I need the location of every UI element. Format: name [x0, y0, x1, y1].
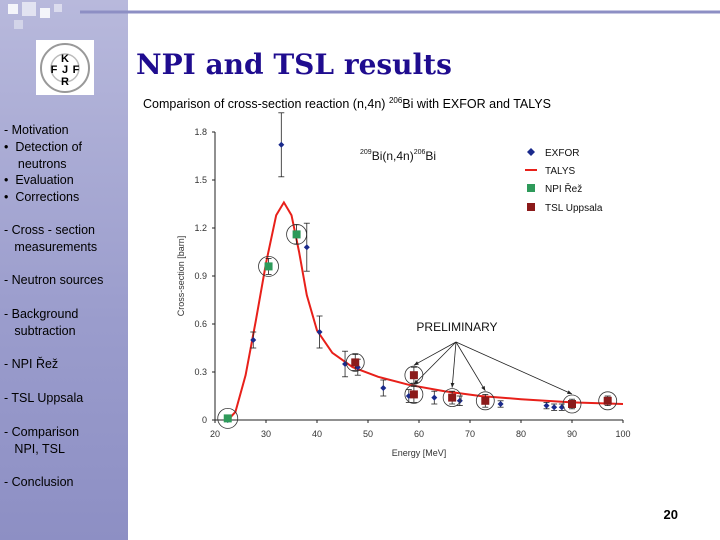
x-tick-label: 80 [516, 429, 526, 439]
legend-marker-exfor [527, 148, 535, 156]
tsl-highlight-circle [475, 391, 495, 411]
npi-highlight-circle [286, 223, 308, 245]
sidebar-item-tsl[interactable]: - TSL Uppsala [4, 391, 84, 405]
x-tick-label: 50 [363, 429, 373, 439]
exfor-point [543, 402, 550, 409]
subtitle-prefix: Comparison of cross-section reaction (n,… [143, 97, 389, 112]
slide-subtitle: Comparison of cross-section reaction (n,… [143, 96, 551, 111]
y-tick-label: 1.5 [194, 175, 207, 185]
kjf-logo: K F J F R [36, 40, 94, 95]
legend-label: TALYS [545, 166, 576, 177]
page-number: 20 [663, 507, 678, 522]
sidebar-item-conclusion[interactable]: - Conclusion [4, 475, 74, 489]
tsl-point [481, 396, 490, 405]
y-tick-label: 0 [202, 415, 207, 425]
tsl-point [448, 393, 457, 402]
preliminary-arrowhead [450, 382, 455, 388]
header-rule [80, 10, 720, 14]
reaction-label-base2: Bi [425, 149, 436, 163]
tsl-point [409, 371, 418, 380]
x-tick-label: 70 [465, 429, 475, 439]
preliminary-arrow [413, 341, 457, 366]
y-tick-label: 0.3 [194, 367, 207, 377]
slide-title: NPI and TSL results [136, 48, 452, 81]
sidebar-item-evaluation[interactable]: • Evaluation [4, 173, 74, 187]
logo-letter-2: F [51, 64, 58, 76]
exfor-point [497, 401, 504, 407]
y-axis-label: Cross-section [barn] [176, 236, 186, 317]
logo-letter-1: K [61, 53, 69, 65]
subtitle-superscript: 206 [388, 96, 403, 105]
preliminary-annotation: PRELIMINARY [416, 320, 497, 334]
reaction-label-sup2: 206 [414, 149, 426, 156]
sidebar-item-npi[interactable]: - NPI Řež [4, 357, 59, 371]
x-axis-label: Energy [MeV] [392, 448, 447, 458]
exfor-point [303, 244, 310, 251]
preliminary-arrow [451, 341, 457, 388]
tsl-highlight-circle [562, 394, 582, 414]
tsl-highlight-circle [442, 388, 462, 408]
reaction-label-sup1: 209 [360, 149, 372, 156]
preliminary-arrowhead [481, 385, 486, 391]
tsl-highlight-circle [404, 384, 424, 404]
sidebar-item-corrections[interactable]: • Corrections [4, 190, 80, 204]
exfor-point [250, 337, 257, 343]
npi-point [264, 262, 273, 271]
legend-label: TSL Uppsala [545, 203, 603, 214]
legend-marker-npi [527, 184, 535, 192]
npi-point [292, 230, 301, 239]
y-tick-label: 0.6 [194, 319, 207, 329]
npi-point [223, 414, 232, 423]
x-tick-label: 60 [414, 429, 424, 439]
logo-letter-4: F [73, 64, 80, 76]
sidebar-item-motivation[interactable]: - Motivation [4, 123, 69, 137]
y-tick-label: 0.9 [194, 271, 207, 281]
npi-highlight-circle [217, 407, 239, 429]
exfor-point [551, 404, 558, 411]
x-tick-label: 100 [615, 429, 630, 439]
sidebar-item-cross-section[interactable]: - Cross - section measurements [4, 223, 98, 254]
preliminary-arrow [455, 341, 573, 395]
sidebar-item-neutron-sources[interactable]: - Neutron sources [4, 273, 104, 287]
logo-letter-3: J [62, 64, 68, 76]
sidebar-item-background[interactable]: - Background subtraction [4, 307, 79, 338]
x-tick-label: 40 [312, 429, 322, 439]
reaction-label-base1: Bi(n,4n) [372, 149, 414, 163]
tsl-highlight-circle [345, 352, 365, 372]
exfor-point [431, 394, 438, 401]
preliminary-arrow [455, 341, 486, 392]
exfor-point [380, 385, 387, 391]
legend-label: NPI Řež [545, 182, 582, 195]
tsl-point [603, 396, 612, 405]
exfor-point [316, 329, 323, 335]
tsl-point [351, 358, 360, 367]
tsl-point [568, 400, 576, 408]
logo-letter-5: R [61, 76, 69, 88]
y-tick-label: 1.2 [194, 223, 207, 233]
subtitle-suffix: Bi with EXFOR and TALYS [402, 97, 551, 112]
x-tick-label: 90 [567, 429, 577, 439]
exfor-point [278, 141, 285, 148]
preliminary-arrowhead [413, 361, 419, 366]
decorative-squares [8, 2, 62, 29]
talys-curve [227, 200, 624, 421]
reaction-label: 209Bi(n,4n)206Bi [360, 149, 436, 163]
legend-marker-tsl [527, 203, 535, 211]
preliminary-arrowhead [413, 379, 419, 385]
sidebar-item-detection[interactable]: • Detection of neutrons [4, 140, 83, 171]
preliminary-arrowhead [567, 390, 572, 394]
sidebar-item-comparison[interactable]: - Comparison NPI, TSL [4, 425, 80, 456]
x-tick-label: 30 [261, 429, 271, 439]
tsl-highlight-circle [598, 391, 618, 411]
legend-label: EXFOR [545, 148, 579, 159]
logo-icon: K F J F R [40, 43, 90, 93]
y-tick-label: 1.8 [194, 127, 207, 137]
tsl-point [409, 390, 418, 399]
preliminary-arrow [413, 341, 457, 385]
x-tick-label: 20 [210, 429, 220, 439]
npi-highlight-circle [258, 255, 279, 277]
